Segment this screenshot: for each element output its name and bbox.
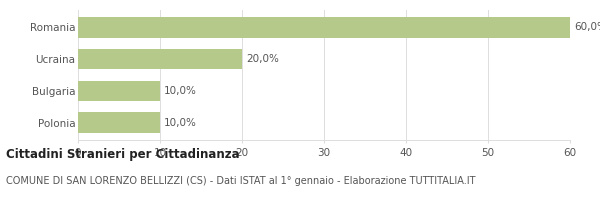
Text: 10,0%: 10,0%: [164, 118, 197, 128]
Bar: [78, 17, 570, 38]
Bar: [78, 81, 160, 101]
Bar: [78, 49, 242, 69]
Text: Cittadini Stranieri per Cittadinanza: Cittadini Stranieri per Cittadinanza: [6, 148, 239, 161]
Text: 20,0%: 20,0%: [246, 54, 279, 64]
Text: 10,0%: 10,0%: [164, 86, 197, 96]
Bar: [78, 112, 160, 133]
Text: COMUNE DI SAN LORENZO BELLIZZI (CS) - Dati ISTAT al 1° gennaio - Elaborazione TU: COMUNE DI SAN LORENZO BELLIZZI (CS) - Da…: [6, 176, 476, 186]
Text: 60,0%: 60,0%: [574, 22, 600, 32]
